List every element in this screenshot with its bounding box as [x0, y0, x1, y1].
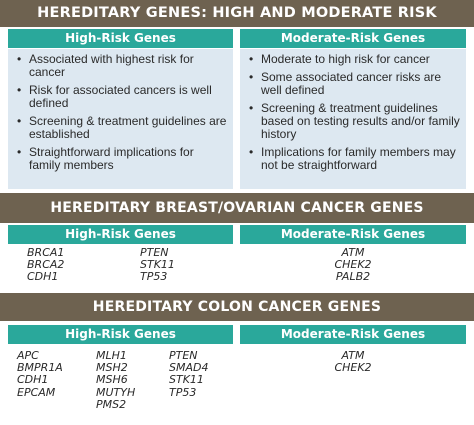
gene-name: MLH1	[96, 349, 127, 362]
section3-moderate-col: ATM CHEK2	[240, 349, 466, 375]
section2-title-band: HEREDITARY BREAST/OVARIAN CANCER GENES	[0, 193, 474, 223]
gene-name: BMPR1A	[17, 361, 63, 375]
gene-name: BRCA1	[27, 246, 65, 259]
section3-high-col2: MLH1 MSH2 MSH6 MUTYH PMS2	[96, 349, 136, 411]
gene-name: MUTYH	[96, 385, 136, 399]
gene-name: MSH6	[96, 373, 128, 387]
section1-title: HEREDITARY GENES: HIGH AND MODERATE RISK	[37, 5, 437, 21]
list-item: Moderate to high risk for cancer	[249, 53, 463, 67]
gene-name: PMS2	[96, 397, 127, 411]
gene-name: APC	[17, 349, 39, 362]
section2-title: HEREDITARY BREAST/OVARIAN CANCER GENES	[50, 200, 424, 216]
gene-name: STK11	[140, 258, 175, 272]
section3-high-col3: PTEN SMAD4 STK11 TP53	[169, 349, 209, 399]
gene-name: TP53	[140, 270, 168, 284]
gene-name: TP53	[169, 385, 197, 399]
list-item: Screening & treatment guidelines based o…	[249, 102, 463, 141]
gene-name: CDH1	[27, 270, 59, 284]
section3-high-genes: APC BMPR1A CDH1 EPCAM MLH1 MSH2 MSH6 MUT…	[0, 349, 474, 422]
gene-name: CHEK2	[334, 361, 372, 375]
gene-name: PTEN	[140, 246, 169, 259]
section1-high-list: Associated with highest risk for cancer …	[17, 53, 227, 177]
section1-moderate-list: Moderate to high risk for cancer Some as…	[249, 53, 463, 177]
gene-name: ATM	[341, 349, 365, 362]
section3-high-header: High-Risk Genes	[8, 325, 233, 344]
gene-name: PALB2	[335, 270, 371, 284]
gene-name: MSH2	[96, 361, 128, 375]
list-item: Straightforward implications for family …	[17, 146, 227, 172]
list-item: Risk for associated cancers is well defi…	[17, 84, 227, 110]
list-item: Associated with highest risk for cancer	[17, 53, 227, 79]
list-item: Implications for family members may not …	[249, 146, 463, 172]
section1-high-header: High-Risk Genes	[8, 29, 233, 48]
gene-name: BRCA2	[27, 258, 65, 272]
section2-high-header: High-Risk Genes	[8, 225, 233, 244]
list-item: Some associated cancer risks are well de…	[249, 71, 463, 97]
gene-name: STK11	[169, 373, 204, 387]
section3-moderate-header: Moderate-Risk Genes	[240, 325, 466, 344]
gene-name: CDH1	[17, 373, 49, 387]
gene-name: ATM	[341, 246, 365, 259]
section3-title-band: HEREDITARY COLON CANCER GENES	[0, 293, 474, 321]
section1-title-band: HEREDITARY GENES: HIGH AND MODERATE RISK	[0, 0, 474, 27]
gene-name: EPCAM	[17, 385, 56, 399]
section2-high-col1: BRCA1 BRCA2 CDH1	[27, 246, 65, 284]
section2-high-genes: BRCA1 BRCA2 CDH1 PTEN STK11 TP53 ATM CHE…	[0, 246, 474, 289]
section2-moderate-col: ATM CHEK2 PALB2	[240, 246, 466, 284]
section2-moderate-header: Moderate-Risk Genes	[240, 225, 466, 244]
section1-moderate-header: Moderate-Risk Genes	[240, 29, 466, 48]
gene-name: SMAD4	[169, 361, 209, 375]
gene-name: PTEN	[169, 349, 198, 362]
section2-high-col2: PTEN STK11 TP53	[140, 246, 175, 284]
section3-title: HEREDITARY COLON CANCER GENES	[92, 299, 382, 315]
list-item: Screening & treatment guidelines are est…	[17, 115, 227, 141]
section3-high-col1: APC BMPR1A CDH1 EPCAM	[17, 349, 63, 399]
gene-name: CHEK2	[334, 258, 372, 272]
